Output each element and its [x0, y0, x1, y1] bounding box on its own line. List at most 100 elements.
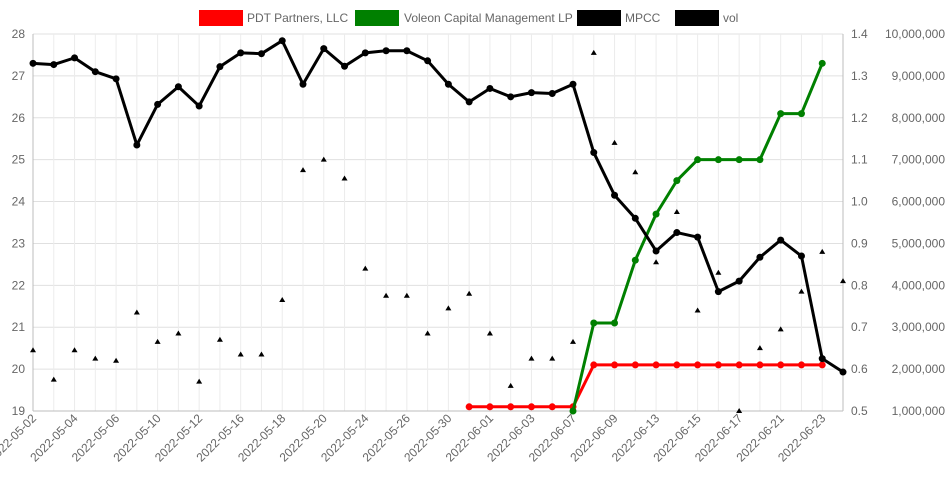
data-point	[278, 37, 286, 45]
legend-item[interactable]: vol	[675, 10, 738, 26]
data-point	[237, 49, 245, 57]
data-point	[756, 361, 764, 369]
series-vol	[30, 49, 846, 413]
left-tick-label: 23	[12, 236, 26, 250]
volume-point	[507, 382, 514, 388]
volume-point	[403, 292, 410, 298]
data-point	[569, 80, 577, 88]
volume-tick-label: 6,000,000	[892, 195, 946, 209]
right-tick-label: 1.0	[851, 195, 868, 209]
volume-point	[715, 269, 722, 275]
volume-point	[466, 290, 473, 296]
series-line	[32, 39, 844, 374]
legend-swatch	[355, 10, 399, 26]
data-point	[694, 361, 702, 369]
right-tick-label: 1.2	[851, 111, 868, 125]
left-tick-label: 19	[12, 404, 26, 418]
volume-tick-label: 7,000,000	[892, 153, 946, 167]
volume-point	[362, 265, 369, 271]
legend-item[interactable]: PDT Partners, LLC	[199, 10, 348, 26]
data-point	[527, 403, 535, 411]
right-tick-label: 1.4	[851, 27, 868, 41]
volume-point	[486, 330, 493, 336]
data-point	[611, 361, 619, 369]
legend[interactable]: PDT Partners, LLC Voleon Capital Manageme…	[199, 10, 738, 26]
data-point	[569, 407, 577, 415]
data-point	[777, 110, 785, 118]
legend-swatch	[199, 10, 243, 26]
left-tick-label: 25	[12, 153, 26, 167]
grid-lines	[32, 33, 844, 412]
volume-point	[653, 259, 660, 265]
volume-point	[632, 169, 639, 175]
data-point	[673, 177, 681, 185]
data-point	[631, 214, 639, 222]
data-point	[652, 361, 660, 369]
volume-point	[92, 355, 99, 361]
right-tick-label: 0.9	[851, 236, 868, 250]
series-voleon-capital-management-lp	[569, 59, 826, 415]
data-point	[320, 45, 328, 53]
volume-tick-label: 8,000,000	[892, 111, 946, 125]
data-point	[486, 84, 494, 92]
data-point	[590, 319, 598, 327]
volume-point	[113, 357, 120, 363]
volume-point	[736, 408, 743, 413]
data-point	[507, 403, 515, 411]
data-point	[154, 100, 162, 108]
data-point	[548, 89, 556, 97]
right-tick-label: 1.1	[851, 153, 868, 167]
volume-tick-label: 4,000,000	[892, 278, 946, 292]
data-point	[694, 233, 702, 241]
legend-item[interactable]: Voleon Capital Management LP	[355, 10, 573, 26]
volume-point	[549, 355, 556, 361]
data-point	[50, 61, 58, 69]
volume-point	[300, 167, 306, 173]
series-pdt-partners-llc	[465, 361, 826, 411]
data-point	[714, 361, 722, 369]
volume-point	[279, 296, 286, 302]
volume-tick-label: 2,000,000	[892, 362, 946, 376]
legend-label: Voleon Capital Management LP	[404, 11, 573, 25]
data-point	[174, 83, 182, 91]
volume-point	[175, 330, 182, 336]
data-point	[652, 210, 660, 218]
left-tick-label: 26	[12, 111, 26, 125]
data-point	[797, 361, 805, 369]
data-point	[673, 229, 681, 237]
legend-swatch	[577, 10, 621, 26]
volume-point	[341, 175, 348, 181]
left-tick-label: 20	[12, 362, 26, 376]
data-point	[652, 247, 660, 255]
volume-point	[196, 378, 203, 384]
volume-point	[424, 330, 431, 336]
data-point	[465, 98, 473, 106]
data-point	[756, 253, 764, 261]
left-tick-label: 27	[12, 69, 26, 83]
data-point	[590, 361, 598, 369]
data-point	[361, 49, 369, 57]
data-point	[341, 62, 349, 70]
data-point	[714, 156, 722, 164]
data-point	[465, 403, 473, 411]
left-tick-label: 22	[12, 278, 26, 292]
legend-item[interactable]: MPCC	[577, 10, 661, 26]
data-point	[735, 277, 743, 285]
data-point	[216, 63, 224, 71]
data-point	[424, 57, 432, 65]
volume-point	[798, 288, 805, 294]
right-tick-label: 1.3	[851, 69, 868, 83]
right-tick-label: 0.6	[851, 362, 868, 376]
left-axis-ticks: 19 20 21 22 23 24 25 26 27 28	[12, 27, 26, 418]
volume-point	[320, 156, 327, 162]
volume-tick-label: 10,000,000	[885, 27, 945, 41]
x-axis-ticks: 2022-05-022022-05-042022-05-062022-05-10…	[0, 411, 829, 465]
volume-point	[673, 209, 680, 215]
volume-point	[819, 248, 826, 254]
data-point	[71, 54, 79, 62]
series-mpcc	[29, 37, 847, 376]
data-point	[818, 355, 826, 363]
right-tick-label: 0.8	[851, 278, 868, 292]
volume-point	[590, 49, 597, 55]
